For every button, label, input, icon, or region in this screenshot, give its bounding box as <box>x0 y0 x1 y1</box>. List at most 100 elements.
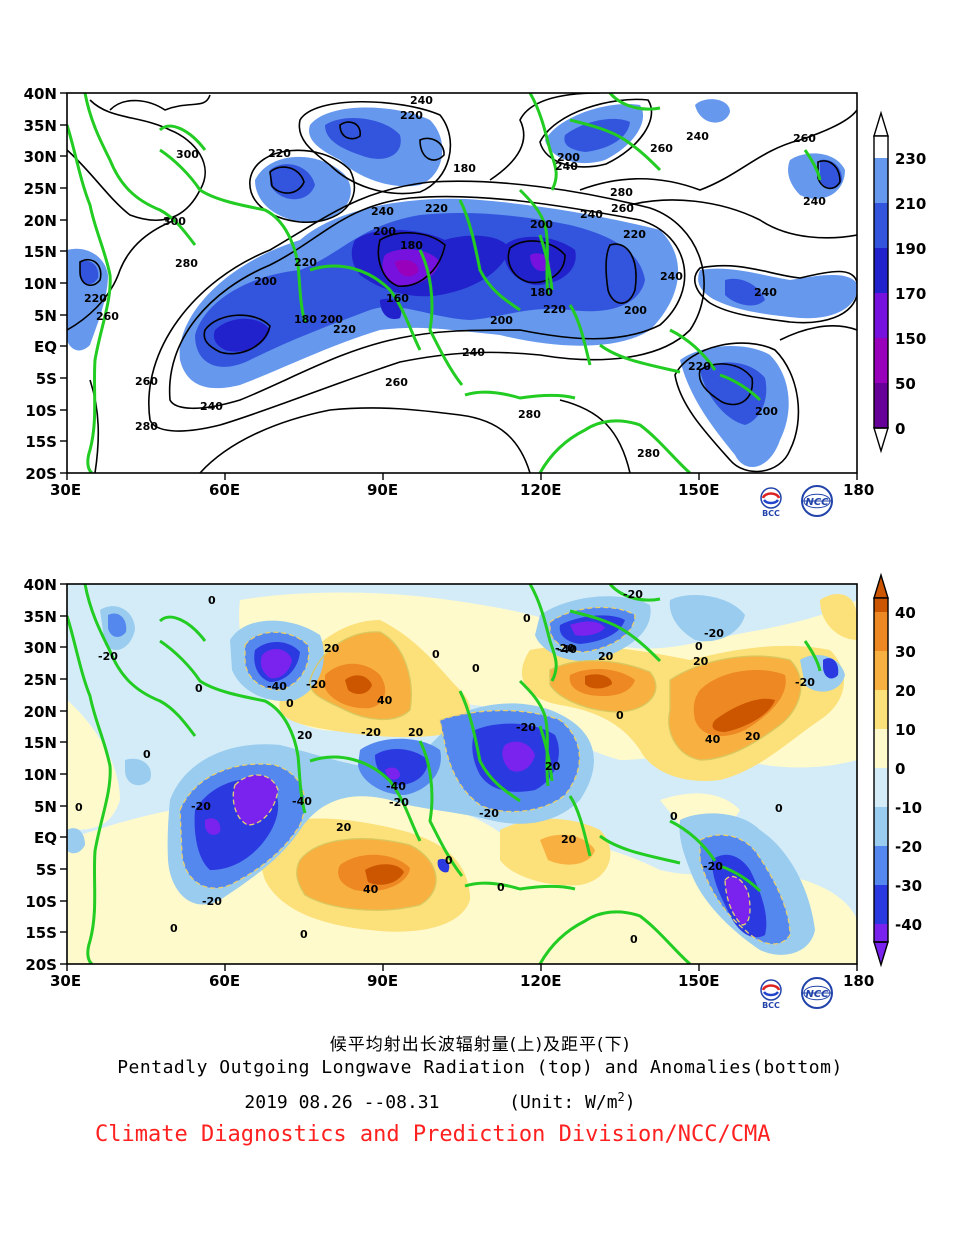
y-tick-label: 15N <box>24 243 57 261</box>
contour-label: 20 <box>297 729 313 742</box>
contour-label: -20 <box>202 895 222 908</box>
contour-label: 220 <box>333 323 356 336</box>
y-tick-label: 5S <box>36 861 57 879</box>
colorbar-label: -20 <box>895 838 922 856</box>
y-tick-label: 15S <box>25 924 57 942</box>
colorbar-label: 10 <box>895 721 916 739</box>
unit-suffix: ) <box>624 1092 636 1113</box>
contour-label: 20 <box>408 726 424 739</box>
contour-label: 200 <box>755 405 778 418</box>
olr-map: 300 300 280 280 280 280 280 260 260 260 … <box>24 85 927 499</box>
contour-label: 240 <box>462 346 485 359</box>
top-colorbar: 230 210 190 170 150 50 0 <box>873 110 926 454</box>
contour-label: 280 <box>610 186 633 199</box>
contour-label: -40 <box>557 643 577 656</box>
y-tick-label: 10S <box>25 402 57 420</box>
colorbar-label: 190 <box>895 240 926 258</box>
olr-field: 300 300 280 280 280 280 280 260 260 260 … <box>67 93 857 473</box>
contour-label: 280 <box>637 447 660 460</box>
colorbar-swatch <box>874 293 888 338</box>
colorbar-swatch <box>874 768 888 807</box>
colorbar-swatch <box>874 729 888 768</box>
contour-label: 300 <box>163 215 186 228</box>
top-y-axis-labels: 40N 35N 30N 25N 20N 15N 10N 5N EQ 5S 10S… <box>24 85 57 483</box>
contour-label: 260 <box>611 202 634 215</box>
bcc-logo-text: BCC <box>762 1001 780 1010</box>
contour-label: 20 <box>745 730 761 743</box>
contour-label: 180 <box>400 239 423 252</box>
bcc-logo: BCC <box>750 978 792 1010</box>
bottom-colorbar: 40 30 20 10 0 -10 -20 -30 -40 <box>873 572 922 968</box>
contour-label: 0 <box>616 709 624 722</box>
y-tick-label: 10N <box>24 766 57 784</box>
contour-label: 260 <box>385 376 408 389</box>
contour-label: -20 <box>516 721 536 734</box>
y-tick-label: 20S <box>25 465 57 483</box>
x-tick-label: 30E <box>50 972 81 990</box>
contour-label: 0 <box>472 662 480 675</box>
contour-label: 0 <box>286 697 294 710</box>
colorbar-arrow-down <box>873 941 889 968</box>
olr-anomaly-panel: -20 -20 -20 -20 -20 -20 -20 -20 -20 -20 … <box>0 570 960 1015</box>
organization-credit: Climate Diagnostics and Prediction Divis… <box>95 1122 771 1147</box>
contour-label: 0 <box>445 854 453 867</box>
contour-label: -20 <box>623 588 643 601</box>
contour-label: 20 <box>693 655 709 668</box>
contour-label: 180 <box>294 313 317 326</box>
contour-label: 0 <box>497 881 505 894</box>
contour-label: 20 <box>545 760 561 773</box>
unit-label: (Unit: W/m <box>509 1092 618 1113</box>
contour-label: -20 <box>704 627 724 640</box>
colorbar-label: 0 <box>895 420 905 438</box>
contour-label: 240 <box>686 130 709 143</box>
colorbar-swatch <box>874 885 888 924</box>
contour-label: 220 <box>294 256 317 269</box>
contour-label: 0 <box>300 928 308 941</box>
colorbar-swatch <box>874 651 888 690</box>
ncc-logo: NCC <box>792 976 842 1010</box>
contour-label: 20 <box>324 642 340 655</box>
top-axis-ticks <box>60 92 858 480</box>
contour-label: 180 <box>453 162 476 175</box>
bcc-logo: BCC <box>750 486 792 518</box>
contour-label: 200 <box>530 218 553 231</box>
contour-label: -40 <box>267 680 287 693</box>
y-tick-label: 5N <box>34 307 57 325</box>
colorbar-arrow-up <box>873 110 889 137</box>
contour-label: 160 <box>386 292 409 305</box>
contour-label: 20 <box>598 650 614 663</box>
title-english: Pentadly Outgoing Longwave Radiation (to… <box>117 1057 843 1078</box>
x-tick-label: 120E <box>520 972 562 990</box>
colorbar-label: -40 <box>895 916 922 934</box>
contour-label: 0 <box>170 922 178 935</box>
date-unit-line: 2019 08.26 --08.31 (Unit: W/m2) <box>0 1090 920 1113</box>
anomaly-contour-labels: -20 -20 -20 -20 -20 -20 -20 -20 -20 -20 … <box>75 588 815 946</box>
x-tick-label: 90E <box>367 972 398 990</box>
contour-label: 220 <box>84 292 107 305</box>
contour-label: 220 <box>543 303 566 316</box>
contour-label: 240 <box>660 270 683 283</box>
colorbar-arrow-up <box>873 572 889 599</box>
contour-label: 240 <box>803 195 826 208</box>
contour-label: 300 <box>176 148 199 161</box>
contour-label: 20 <box>561 833 577 846</box>
title-chinese: 候平均射出长波辐射量(上)及距平(下) <box>329 1035 631 1055</box>
contour-label: 0 <box>195 682 203 695</box>
olr-anomaly-map: -20 -20 -20 -20 -20 -20 -20 -20 -20 -20 … <box>24 572 922 990</box>
top-x-axis-labels: 30E 60E 90E 120E 150E 180 <box>50 481 874 499</box>
ncc-logo-text: NCC <box>805 989 829 1000</box>
contour-label: 220 <box>688 360 711 373</box>
contour-label: -20 <box>306 678 326 691</box>
contour-label: -20 <box>191 800 211 813</box>
contour-label: 0 <box>670 810 678 823</box>
y-tick-label: 35N <box>24 608 57 626</box>
y-tick-label: 10S <box>25 893 57 911</box>
colorbar-swatch <box>874 383 888 428</box>
contour-label: 200 <box>557 151 580 164</box>
colorbar-swatch <box>874 203 888 248</box>
colorbar-label: 230 <box>895 150 926 168</box>
contour-label: 220 <box>623 228 646 241</box>
colorbar-label: 0 <box>895 760 905 778</box>
contour-label: 280 <box>518 408 541 421</box>
contour-label: 0 <box>143 748 151 761</box>
